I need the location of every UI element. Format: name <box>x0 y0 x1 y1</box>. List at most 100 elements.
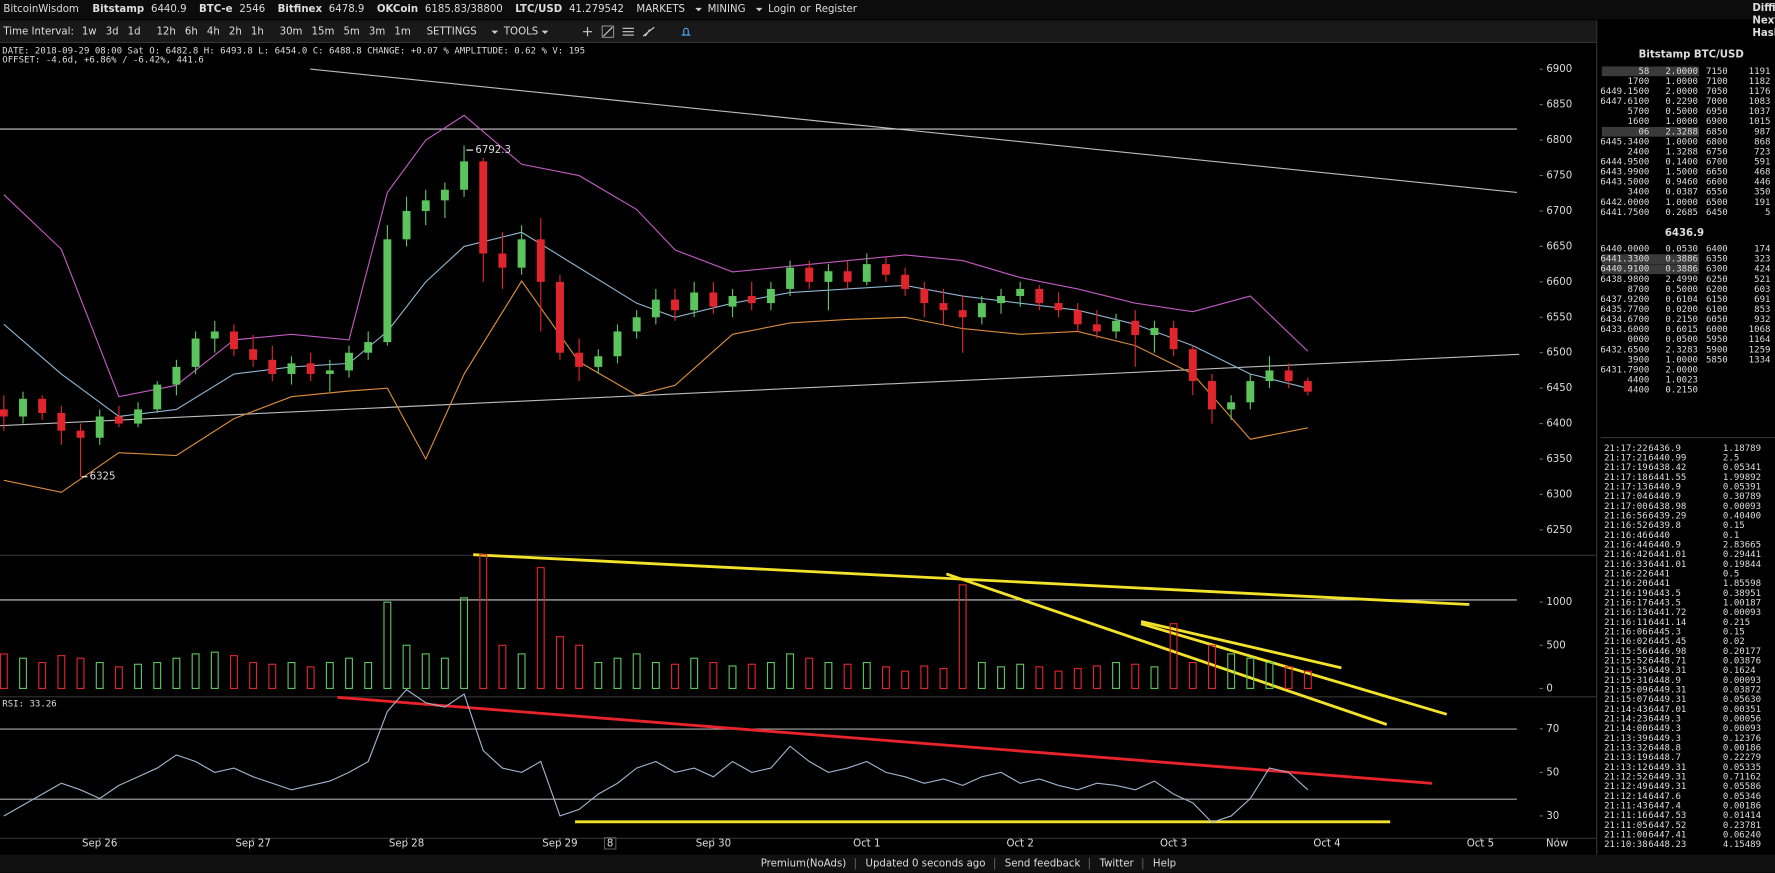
volume-bar <box>479 554 488 689</box>
volume-bar <box>1016 663 1025 689</box>
trade-time: 21:15:35 <box>1604 666 1648 676</box>
trade-price: 6439.8 <box>1648 521 1681 531</box>
tools-menu[interactable]: TOOLS <box>503 27 538 38</box>
trade-time: 21:12:14 <box>1604 792 1648 802</box>
trade-amount: 0.20177 <box>1723 647 1761 657</box>
y-tick-label: 1000 <box>1546 597 1572 608</box>
orderbook-cell: 0.6104 <box>1665 295 1698 305</box>
interval-button[interactable]: 1m <box>394 27 410 38</box>
volume-bar <box>1246 657 1255 689</box>
trade-price: 6447.41 <box>1648 830 1686 840</box>
trade-time: 21:16:52 <box>1604 521 1648 531</box>
y-tick-label: 6750 <box>1546 171 1572 182</box>
trade-price: 6440.9 <box>1648 540 1681 550</box>
orderbook-cell: 1.5000 <box>1665 168 1698 178</box>
orderbook-cell: 4400 <box>1628 386 1650 396</box>
footer-link[interactable]: Twitter <box>1099 859 1135 870</box>
ticker-name[interactable]: Bitstamp <box>92 4 144 15</box>
trade-price: 6448.9 <box>1648 676 1681 686</box>
icon-line[interactable] <box>601 25 615 38</box>
interval-button[interactable]: 5m <box>343 27 359 38</box>
x-tick-label: Sep 27 <box>235 838 270 849</box>
orderbook-cell: 6442.0000 <box>1600 198 1649 208</box>
orderbook-cell: 1083 <box>1749 97 1771 107</box>
interval-button[interactable]: 2h <box>229 27 242 38</box>
login-link[interactable]: Login <box>768 4 795 15</box>
volume-bar <box>786 653 795 689</box>
trade-time: 21:15:09 <box>1604 685 1648 695</box>
candle-body <box>460 161 469 190</box>
trade-time: 21:11:05 <box>1604 821 1648 831</box>
trade-time: 21:16:22 <box>1604 569 1648 579</box>
candle-body <box>747 296 756 304</box>
footer-link[interactable]: Premium(NoAds) <box>761 859 847 870</box>
settings-menu[interactable]: SETTINGS <box>427 27 477 38</box>
candle-body <box>594 356 603 367</box>
volume-bar <box>229 655 238 689</box>
volume-bar <box>191 653 200 689</box>
trade-time: 21:17:04 <box>1604 492 1648 502</box>
volume-bar <box>1092 665 1101 689</box>
ticker-name[interactable]: Bitfinex <box>278 4 323 15</box>
ticker-price: 6185.83/38800 <box>425 4 503 15</box>
interval-button[interactable]: 6h <box>185 27 198 38</box>
orderbook-cell: 1164 <box>1749 335 1771 345</box>
trade-amount: 0.30789 <box>1723 492 1761 502</box>
trade-price: 6448.7 <box>1648 753 1681 763</box>
candle-body <box>536 239 545 282</box>
interval-button[interactable]: 12h <box>156 27 175 38</box>
ticker-name[interactable]: OKCoin <box>377 4 418 15</box>
trade-price: 6438.42 <box>1648 463 1686 473</box>
trade-time: 21:14:23 <box>1604 714 1648 724</box>
candle-body <box>57 412 66 431</box>
menu[interactable]: MINING <box>708 4 746 15</box>
trade-price: 6441.01 <box>1648 560 1686 570</box>
interval-button[interactable]: 15m <box>312 27 335 38</box>
x-tick-label: Sep 28 <box>389 838 424 849</box>
orderbook-cell: 8700 <box>1628 285 1650 295</box>
ticker-name[interactable]: BTC-e <box>199 4 233 15</box>
ticker-price: 2546 <box>239 4 265 15</box>
interval-button[interactable]: 3m <box>369 27 385 38</box>
icon-cross[interactable] <box>582 27 593 37</box>
interval-button[interactable]: 4h <box>207 27 220 38</box>
footer-link[interactable]: Send feedback <box>1005 859 1081 870</box>
candle-body <box>671 299 679 311</box>
candle-body <box>1092 324 1101 332</box>
volume-bar <box>1035 666 1044 689</box>
candle-body <box>268 359 277 374</box>
trade-price: 6449.3 <box>1648 734 1681 744</box>
interval-button[interactable]: 1h <box>251 27 264 38</box>
candle-body <box>229 331 238 350</box>
orderbook-cell: 4400 <box>1628 376 1650 386</box>
volume-bar <box>632 653 641 689</box>
ticker-name[interactable]: LTC/USD <box>515 4 562 15</box>
icon-fib[interactable] <box>642 26 655 37</box>
trade-time: 21:11:16 <box>1604 811 1648 821</box>
orderbook-cell: 0.3886 <box>1665 265 1698 275</box>
candle-body <box>575 352 584 367</box>
trade-time: 21:13:32 <box>1604 743 1648 753</box>
trade-time: 21:12:49 <box>1604 782 1648 792</box>
last-price: 6436.9 <box>1665 228 1704 239</box>
candle-body <box>76 430 85 438</box>
trade-price: 6443.5 <box>1648 589 1681 599</box>
menu[interactable]: MARKETS <box>636 4 685 15</box>
candle-body <box>939 303 948 311</box>
register-link[interactable]: Register <box>815 4 858 15</box>
trade-time: 21:16:42 <box>1604 550 1648 560</box>
interval-button[interactable]: 30m <box>280 27 303 38</box>
yellow-trend-line <box>945 572 1388 726</box>
brand[interactable]: BitcoinWisdom <box>3 4 79 15</box>
orderbook-cell: 1191 <box>1749 67 1771 77</box>
icon-alert[interactable] <box>681 27 691 36</box>
interval-button[interactable]: 1d <box>128 27 141 38</box>
trade-time: 21:16:20 <box>1604 579 1648 589</box>
trade-amount: 0.02 <box>1723 637 1745 647</box>
footer-link[interactable]: Help <box>1153 859 1176 870</box>
interval-button[interactable]: 1w <box>82 27 97 38</box>
interval-button[interactable]: 3d <box>106 27 119 38</box>
icon-hlines[interactable] <box>622 27 634 36</box>
orderbook-cell: 6432.6500 <box>1600 345 1649 355</box>
